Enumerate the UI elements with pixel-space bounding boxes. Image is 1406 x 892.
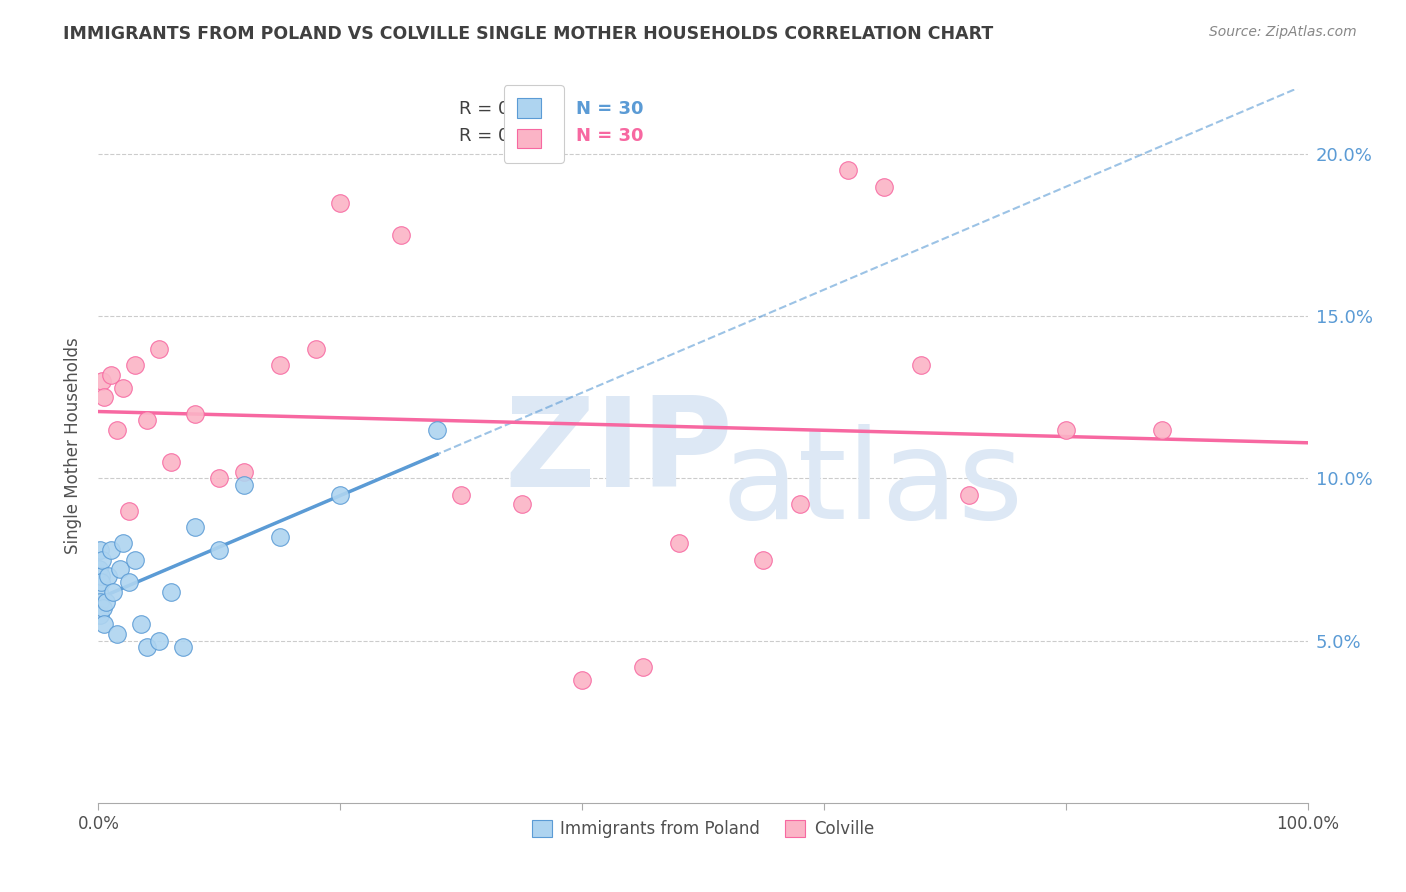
Point — [93, 390, 115, 404]
Point — [426, 423, 449, 437]
Point — [789, 497, 811, 511]
Legend: Immigrants from Poland, Colville: Immigrants from Poland, Colville — [526, 813, 880, 845]
Point — [105, 423, 128, 437]
Text: IMMIGRANTS FROM POLAND VS COLVILLE SINGLE MOTHER HOUSEHOLDS CORRELATION CHART: IMMIGRANTS FROM POLAND VS COLVILLE SINGL… — [63, 25, 994, 43]
Point — [89, 607, 111, 622]
Point — [91, 552, 114, 566]
Point — [89, 585, 111, 599]
Point — [389, 228, 412, 243]
Point — [94, 595, 117, 609]
Point — [957, 488, 980, 502]
Point — [118, 504, 141, 518]
Point — [89, 595, 111, 609]
Point — [148, 633, 170, 648]
Point — [105, 627, 128, 641]
Point — [148, 342, 170, 356]
Text: R = 0.206: R = 0.206 — [458, 100, 548, 118]
Point — [135, 640, 157, 654]
Point — [100, 368, 122, 382]
Text: N = 30: N = 30 — [576, 127, 644, 145]
Text: ZIP: ZIP — [503, 392, 733, 513]
Point — [1152, 423, 1174, 437]
Point — [90, 568, 112, 582]
Point — [1054, 423, 1077, 437]
Text: atlas: atlas — [721, 425, 1024, 545]
Point — [97, 568, 120, 582]
Point — [89, 542, 111, 557]
Point — [232, 465, 254, 479]
Point — [305, 342, 328, 356]
Point — [208, 542, 231, 557]
Point — [631, 659, 654, 673]
Point — [668, 536, 690, 550]
Point — [269, 358, 291, 372]
Point — [184, 520, 207, 534]
Point — [752, 552, 775, 566]
Point — [329, 488, 352, 502]
Text: Source: ZipAtlas.com: Source: ZipAtlas.com — [1209, 25, 1357, 39]
Point — [232, 478, 254, 492]
Point — [329, 195, 352, 210]
Point — [111, 381, 134, 395]
Point — [108, 562, 131, 576]
Point — [93, 617, 115, 632]
Point — [91, 374, 114, 388]
Point — [90, 575, 112, 590]
Point — [910, 358, 932, 372]
Point — [571, 673, 593, 687]
Text: R = 0.334: R = 0.334 — [458, 127, 550, 145]
Point — [135, 413, 157, 427]
Point — [172, 640, 194, 654]
Point — [87, 562, 110, 576]
Point — [100, 542, 122, 557]
Point — [118, 575, 141, 590]
Point — [837, 163, 859, 178]
Point — [160, 455, 183, 469]
Point — [873, 179, 896, 194]
Point — [450, 488, 472, 502]
Point — [111, 536, 134, 550]
Point — [129, 617, 152, 632]
Point — [184, 407, 207, 421]
Point — [208, 471, 231, 485]
Point — [101, 585, 124, 599]
Text: N = 30: N = 30 — [576, 100, 644, 118]
Point — [124, 552, 146, 566]
Point — [510, 497, 533, 511]
Point — [124, 358, 146, 372]
Point — [91, 601, 114, 615]
Point — [269, 530, 291, 544]
Y-axis label: Single Mother Households: Single Mother Households — [63, 338, 82, 554]
Point — [160, 585, 183, 599]
